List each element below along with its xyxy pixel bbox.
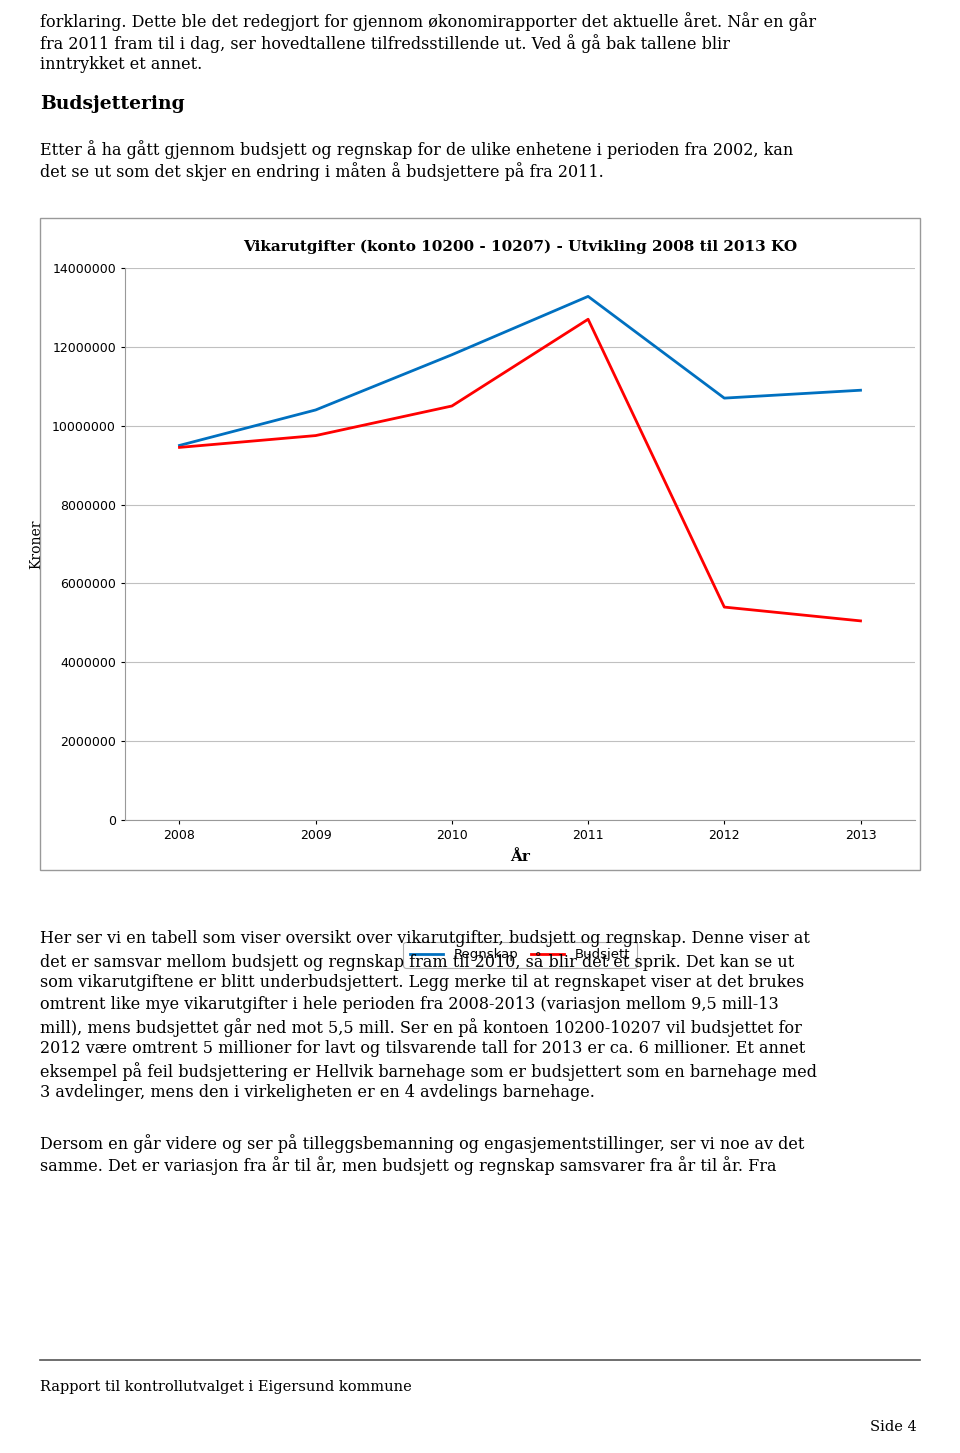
Text: Dersom en går videre og ser på tilleggsbemanning og engasjementstillinger, ser v: Dersom en går videre og ser på tilleggsb… bbox=[40, 1133, 804, 1152]
Text: det se ut som det skjer en endring i måten å budsjettere på fra 2011.: det se ut som det skjer en endring i måt… bbox=[40, 161, 604, 182]
Y-axis label: Kroner: Kroner bbox=[30, 519, 44, 568]
Text: 3 avdelinger, mens den i virkeligheten er en 4 avdelings barnehage.: 3 avdelinger, mens den i virkeligheten e… bbox=[40, 1084, 595, 1101]
Text: som vikarutgiftene er blitt underbudsjettert. Legg merke til at regnskapet viser: som vikarutgiftene er blitt underbudsjet… bbox=[40, 974, 804, 991]
Text: fra 2011 fram til i dag, ser hovedtallene tilfredsstillende ut. Ved å gå bak tal: fra 2011 fram til i dag, ser hovedtallen… bbox=[40, 33, 730, 52]
Text: inntrykket et annet.: inntrykket et annet. bbox=[40, 57, 203, 73]
Text: Side 4: Side 4 bbox=[870, 1420, 917, 1434]
Text: Her ser vi en tabell som viser oversikt over vikarutgifter, budsjett og regnskap: Her ser vi en tabell som viser oversikt … bbox=[40, 930, 810, 947]
Text: forklaring. Dette ble det redegjort for gjennom økonomirapporter det aktuelle år: forklaring. Dette ble det redegjort for … bbox=[40, 12, 816, 31]
X-axis label: År: År bbox=[510, 850, 530, 865]
Text: det er samsvar mellom budsjett og regnskap fram til 2010, så blir det et sprik. : det er samsvar mellom budsjett og regnsk… bbox=[40, 952, 794, 971]
Text: eksempel på feil budsjettering er Hellvik barnehage som er budsjettert som en ba: eksempel på feil budsjettering er Hellvi… bbox=[40, 1062, 817, 1081]
Text: mill), mens budsjettet går ned mot 5,5 mill. Ser en på kontoen 10200-10207 vil b: mill), mens budsjettet går ned mot 5,5 m… bbox=[40, 1019, 802, 1037]
Text: Etter å ha gått gjennom budsjett og regnskap for de ulike enhetene i perioden fr: Etter å ha gått gjennom budsjett og regn… bbox=[40, 139, 793, 158]
Text: 2012 være omtrent 5 millioner for lavt og tilsvarende tall for 2013 er ca. 6 mil: 2012 være omtrent 5 millioner for lavt o… bbox=[40, 1040, 805, 1056]
Text: samme. Det er variasjon fra år til år, men budsjett og regnskap samsvarer fra år: samme. Det er variasjon fra år til år, m… bbox=[40, 1157, 777, 1175]
Legend: Regnskap, Budsjett: Regnskap, Budsjett bbox=[403, 942, 636, 968]
Text: Budsjettering: Budsjettering bbox=[40, 94, 184, 113]
Text: Rapport til kontrollutvalget i Eigersund kommune: Rapport til kontrollutvalget i Eigersund… bbox=[40, 1380, 412, 1393]
Title: Vikarutgifter (konto 10200 - 10207) - Utvikling 2008 til 2013 KO: Vikarutgifter (konto 10200 - 10207) - Ut… bbox=[243, 240, 797, 254]
Text: omtrent like mye vikarutgifter i hele perioden fra 2008-2013 (variasjon mellom 9: omtrent like mye vikarutgifter i hele pe… bbox=[40, 995, 779, 1013]
